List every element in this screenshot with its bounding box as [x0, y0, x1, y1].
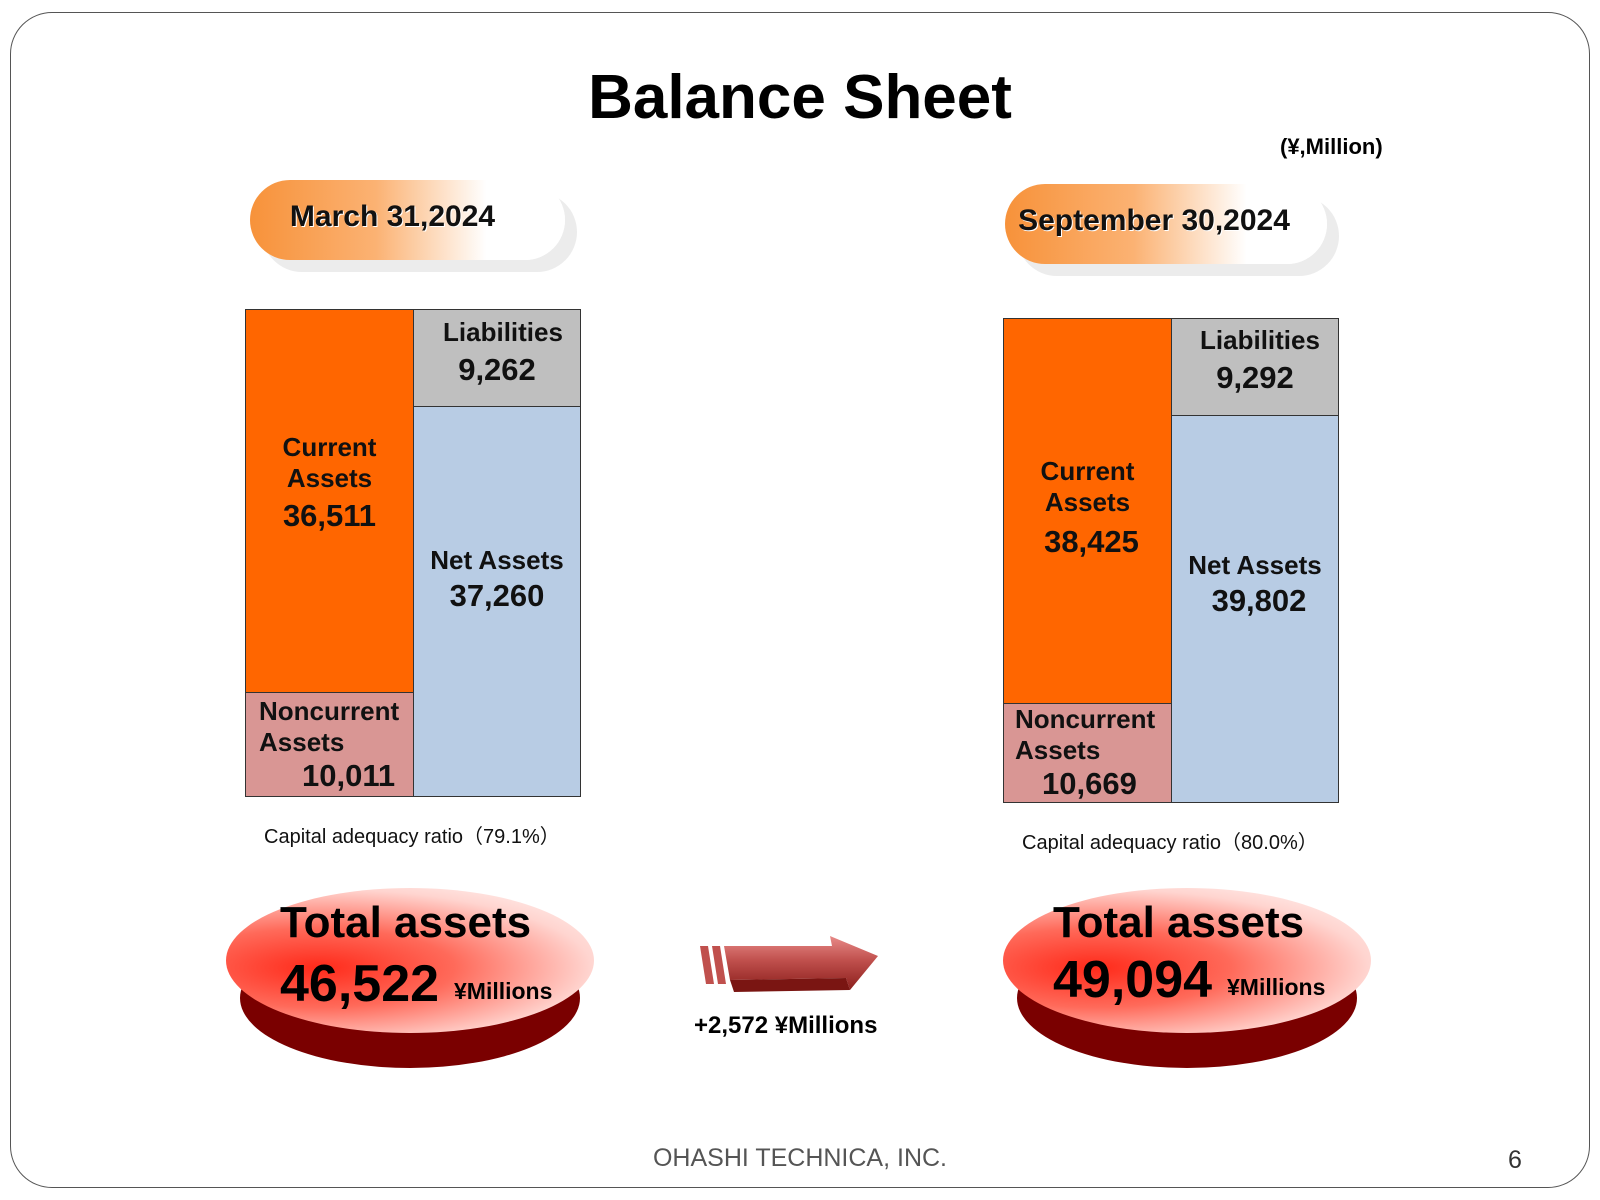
ellipse-top: [1003, 888, 1371, 1033]
liabilities-label: Liabilities: [443, 317, 563, 347]
increase-arrow-icon: [700, 936, 878, 992]
total-assets-label: Total assets: [1053, 898, 1305, 947]
slide-frame: [10, 12, 1590, 1188]
period-date-pill-march: March 31,2024: [250, 180, 565, 260]
total-assets-unit: ¥Millions: [454, 978, 553, 1004]
noncurrent-assets-label-2: Assets: [1015, 735, 1101, 765]
total-assets-value: 49,094: [1053, 951, 1213, 1009]
total-change-label: +2,572 ¥Millions: [694, 1012, 878, 1039]
total-assets-unit: ¥Millions: [1227, 974, 1326, 1000]
net-assets-label: Net Assets: [430, 545, 564, 575]
capital-adequacy-ratio-march: Capital adequacy ratio（79.1%）: [264, 826, 560, 848]
liabilities-cell: Liabilities 9,262: [414, 310, 580, 407]
period-date-label: September 30,2024: [1018, 204, 1290, 237]
current-assets-label-1: Current: [1040, 456, 1135, 486]
current-assets-cell: Current Assets 38,425: [1004, 319, 1172, 704]
noncurrent-assets-cell: Noncurrent Assets 10,011: [246, 693, 414, 796]
noncurrent-assets-cell: Noncurrent Assets 10,669: [1004, 704, 1172, 802]
current-assets-cell: Current Assets 36,511: [246, 310, 414, 693]
noncurrent-assets-value: 10,011: [302, 758, 396, 793]
total-assets-ellipse-september: Total assets 49,094 ¥Millions: [1003, 888, 1371, 1068]
liabilities-label: Liabilities: [1200, 325, 1320, 355]
capital-adequacy-ratio-september: Capital adequacy ratio（80.0%）: [1022, 832, 1318, 854]
period-date-pill-september: September 30,2024: [1005, 184, 1327, 264]
net-assets-value: 37,260: [449, 578, 545, 613]
liabilities-value: 9,262: [458, 352, 536, 387]
current-assets-label-2: Assets: [1044, 487, 1131, 517]
current-assets-label-1: Current: [282, 432, 377, 462]
current-assets-label-2: Assets: [286, 463, 373, 493]
current-assets-value: 38,425: [1044, 524, 1139, 559]
unit-label: (¥,Million): [1280, 134, 1383, 159]
net-assets-cell: Net Assets 39,802: [1172, 416, 1338, 802]
total-assets-value: 46,522: [280, 955, 440, 1013]
noncurrent-assets-value: 10,669: [1042, 766, 1137, 801]
period-date-label: March 31,2024: [289, 200, 496, 233]
balance-sheet-block-september: Current Assets 38,425 Noncurrent Assets …: [1003, 318, 1339, 803]
total-assets-label: Total assets: [280, 898, 532, 947]
page-title: Balance Sheet: [588, 63, 1012, 132]
noncurrent-assets-label-1: Noncurrent: [259, 696, 400, 726]
liabilities-value: 9,292: [1216, 360, 1294, 395]
balance-sheet-block-march: Current Assets 36,511 Noncurrent Assets …: [245, 309, 581, 797]
noncurrent-assets-label-1: Noncurrent: [1015, 704, 1156, 734]
ellipse-top: [226, 888, 594, 1033]
net-assets-label: Net Assets: [1188, 550, 1322, 580]
noncurrent-assets-label-2: Assets: [259, 727, 345, 757]
net-assets-cell: Net Assets 37,260: [414, 407, 580, 796]
net-assets-value: 39,802: [1211, 583, 1307, 618]
current-assets-value: 36,511: [282, 498, 377, 533]
total-assets-ellipse-march: Total assets 46,522 ¥Millions: [226, 888, 594, 1068]
company-footer: OHASHI TECHNICA, INC.: [652, 1144, 948, 1172]
liabilities-cell: Liabilities 9,292: [1172, 319, 1338, 416]
page-number: 6: [1508, 1146, 1522, 1174]
